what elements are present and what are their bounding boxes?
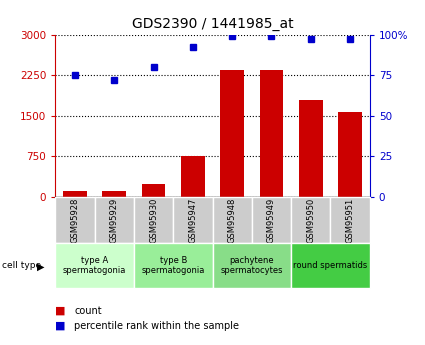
- Bar: [134, 243, 212, 288]
- Text: GSM95948: GSM95948: [228, 197, 237, 243]
- Bar: [291, 197, 331, 243]
- Bar: [55, 197, 94, 243]
- Bar: [260, 70, 283, 197]
- Bar: [94, 197, 134, 243]
- Text: GSM95951: GSM95951: [346, 197, 354, 243]
- Text: GSM95947: GSM95947: [188, 197, 197, 243]
- Bar: [299, 100, 323, 197]
- Bar: [291, 243, 370, 288]
- Bar: [142, 184, 165, 197]
- Text: GSM95930: GSM95930: [149, 197, 158, 243]
- Text: ▶: ▶: [37, 262, 45, 271]
- Text: GSM95949: GSM95949: [267, 197, 276, 243]
- Bar: [252, 197, 291, 243]
- Text: GSM95950: GSM95950: [306, 197, 315, 243]
- Text: GSM95928: GSM95928: [71, 197, 79, 243]
- Text: cell type: cell type: [2, 261, 41, 270]
- Text: GSM95929: GSM95929: [110, 197, 119, 243]
- Text: type B
spermatogonia: type B spermatogonia: [142, 256, 205, 275]
- Bar: [134, 197, 173, 243]
- Text: pachytene
spermatocytes: pachytene spermatocytes: [221, 256, 283, 275]
- Bar: [212, 197, 252, 243]
- Bar: [331, 197, 370, 243]
- Text: count: count: [74, 306, 102, 315]
- Bar: [338, 112, 362, 197]
- Title: GDS2390 / 1441985_at: GDS2390 / 1441985_at: [132, 17, 293, 31]
- Bar: [220, 70, 244, 197]
- Bar: [173, 197, 212, 243]
- Bar: [55, 243, 134, 288]
- Text: ■: ■: [55, 321, 66, 331]
- Text: percentile rank within the sample: percentile rank within the sample: [74, 321, 239, 331]
- Text: round spermatids: round spermatids: [293, 261, 368, 270]
- Bar: [181, 156, 204, 197]
- Bar: [212, 243, 291, 288]
- Text: ■: ■: [55, 306, 66, 315]
- Bar: [102, 191, 126, 197]
- Bar: [63, 191, 87, 197]
- Text: type A
spermatogonia: type A spermatogonia: [63, 256, 126, 275]
